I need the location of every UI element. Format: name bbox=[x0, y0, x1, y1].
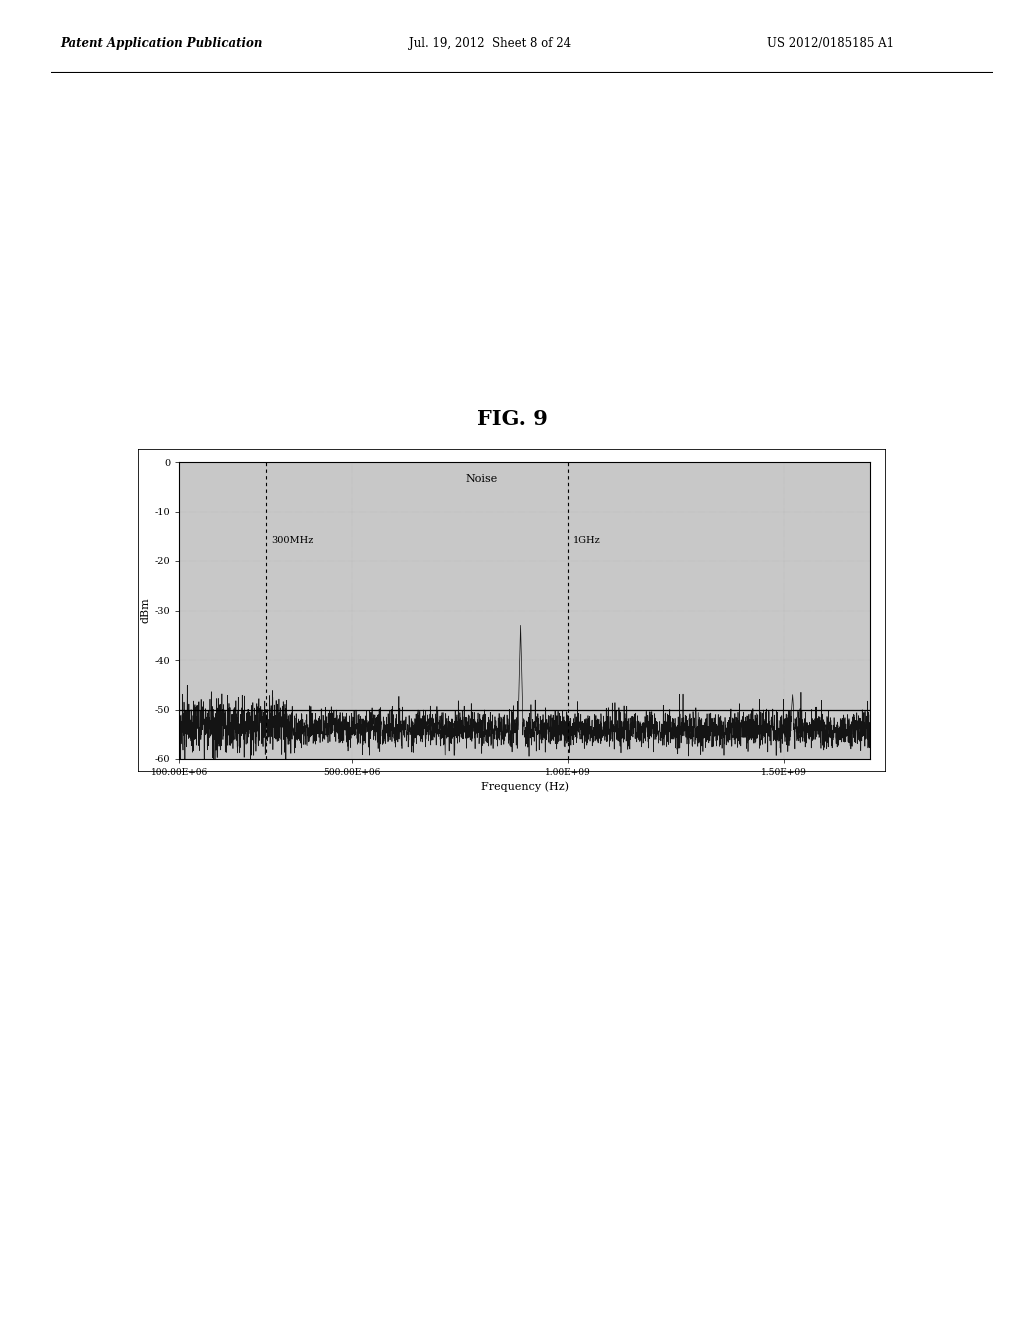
Text: FIG. 9: FIG. 9 bbox=[476, 409, 548, 429]
Text: Noise: Noise bbox=[466, 474, 498, 484]
Text: 300MHz: 300MHz bbox=[270, 536, 313, 545]
Y-axis label: dBm: dBm bbox=[140, 598, 151, 623]
Text: 1GHz: 1GHz bbox=[573, 536, 601, 545]
Text: Patent Application Publication: Patent Application Publication bbox=[60, 37, 263, 50]
X-axis label: Frequency (Hz): Frequency (Hz) bbox=[481, 781, 568, 792]
Text: US 2012/0185185 A1: US 2012/0185185 A1 bbox=[767, 37, 894, 50]
Text: Jul. 19, 2012  Sheet 8 of 24: Jul. 19, 2012 Sheet 8 of 24 bbox=[410, 37, 571, 50]
